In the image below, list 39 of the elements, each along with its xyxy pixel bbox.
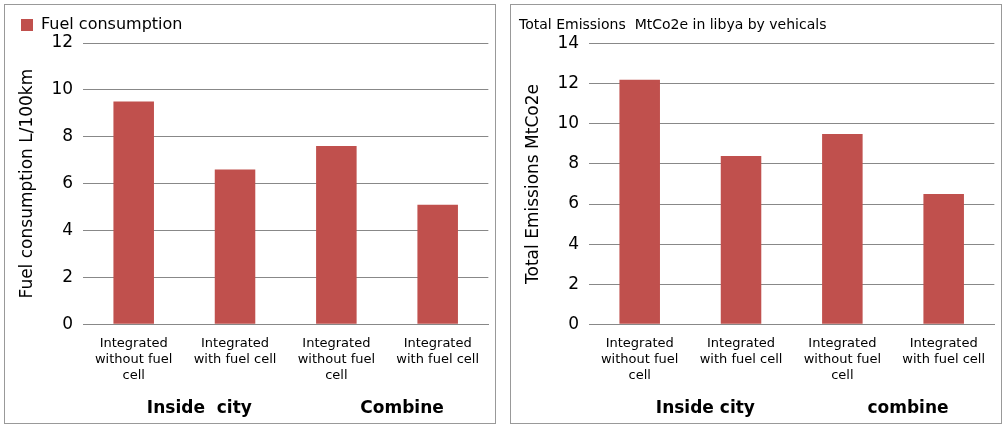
y-tick-label: 12 xyxy=(51,31,74,52)
bar xyxy=(214,169,256,324)
y-tick-label: 12 xyxy=(557,72,580,93)
y-tick-label: 0 xyxy=(568,312,580,333)
y-axis-title: Fuel consumption L/100km xyxy=(15,68,36,299)
y-tick-label: 10 xyxy=(51,78,74,99)
y-tick-label: 6 xyxy=(62,172,74,193)
x-tick-label: Integrated without fuel cell xyxy=(803,335,882,382)
y-tick-label: 8 xyxy=(62,125,74,146)
x-tick-label: Integrated without fuel cell xyxy=(600,335,679,382)
y-tick-label: 0 xyxy=(62,312,74,333)
bar xyxy=(316,146,357,324)
bar xyxy=(822,133,863,324)
text: combine xyxy=(867,396,949,417)
bar xyxy=(417,204,458,324)
y-tick-label: 8 xyxy=(568,152,580,173)
bar xyxy=(113,101,154,324)
y-tick-label: 4 xyxy=(568,232,580,253)
x-tick-label: Integrated without fuel cell xyxy=(94,335,173,382)
bar xyxy=(720,155,762,324)
x-tick-label: Integrated with fuel cell xyxy=(193,335,277,366)
text: Inside city xyxy=(655,396,755,417)
y-axis-title: Total Emissions MtCo2e xyxy=(521,84,542,285)
x-tick-label: Integrated without fuel cell xyxy=(297,335,376,382)
y-tick-label: 6 xyxy=(568,192,580,213)
x-tick-label: Integrated with fuel cell xyxy=(699,335,783,366)
text: Inside city xyxy=(146,396,252,417)
legend-label: Fuel consumption xyxy=(41,14,183,34)
y-tick-label: 2 xyxy=(568,272,580,293)
y-tick-label: 10 xyxy=(557,112,580,133)
y-tick-label: 4 xyxy=(62,218,74,239)
bar xyxy=(923,194,964,324)
chart-title: Total Emissions MtCo2e in libya by vehicals xyxy=(518,16,827,33)
text: Combine xyxy=(360,396,444,417)
x-tick-label: Integrated with fuel cell xyxy=(902,335,985,366)
y-tick-label: 14 xyxy=(557,32,580,53)
bar xyxy=(619,79,660,324)
x-tick-label: Integrated with fuel cell xyxy=(396,335,479,366)
y-tick-label: 2 xyxy=(62,265,74,286)
